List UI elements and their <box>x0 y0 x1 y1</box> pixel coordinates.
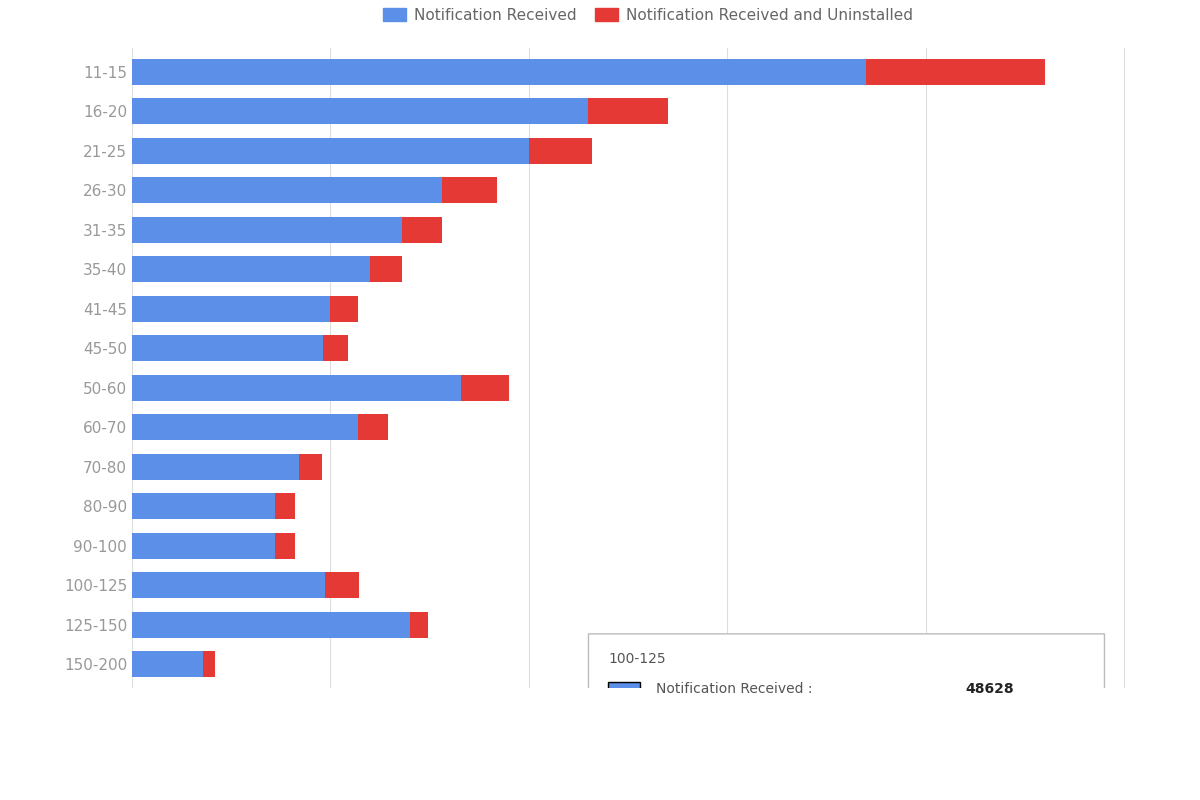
Bar <box>402 217 442 242</box>
Bar <box>132 335 323 361</box>
Bar <box>132 414 359 440</box>
Bar <box>529 138 593 163</box>
Bar <box>132 612 410 638</box>
Bar <box>410 612 427 638</box>
Bar <box>132 256 370 282</box>
FancyBboxPatch shape <box>608 682 640 695</box>
Text: 48628: 48628 <box>966 682 1014 696</box>
Bar <box>132 98 588 124</box>
Bar <box>132 178 442 203</box>
Bar <box>132 533 275 558</box>
Bar <box>323 335 348 361</box>
Bar <box>204 651 215 677</box>
Bar <box>370 256 402 282</box>
Bar <box>132 573 325 598</box>
Bar <box>299 454 322 480</box>
Bar <box>275 533 295 558</box>
Bar <box>442 178 497 203</box>
Bar <box>132 494 275 519</box>
FancyBboxPatch shape <box>588 634 1104 710</box>
Bar <box>359 414 388 440</box>
Text: of push notifications sent. Actual data is modified to show the representation a: of push notifications sent. Actual data … <box>18 770 640 785</box>
Text: Fig: 'Notification received' & 'Notification received & uninstalled' as a functi: Fig: 'Notification received' & 'Notifica… <box>18 730 708 745</box>
Bar <box>132 651 204 677</box>
Bar <box>132 296 330 322</box>
Bar <box>325 573 359 598</box>
Bar <box>132 59 866 85</box>
Text: Notification Received :: Notification Received : <box>656 682 817 696</box>
Legend: Notification Received, Notification Received and Uninstalled: Notification Received, Notification Rece… <box>384 8 912 22</box>
Bar <box>132 375 462 401</box>
Bar <box>462 375 509 401</box>
Bar <box>330 296 359 322</box>
Bar <box>132 217 402 242</box>
Bar <box>132 454 299 480</box>
Bar <box>866 59 1045 85</box>
Text: 100-125: 100-125 <box>608 652 666 666</box>
Bar <box>588 98 668 124</box>
Bar <box>275 494 295 519</box>
Bar <box>132 138 529 163</box>
